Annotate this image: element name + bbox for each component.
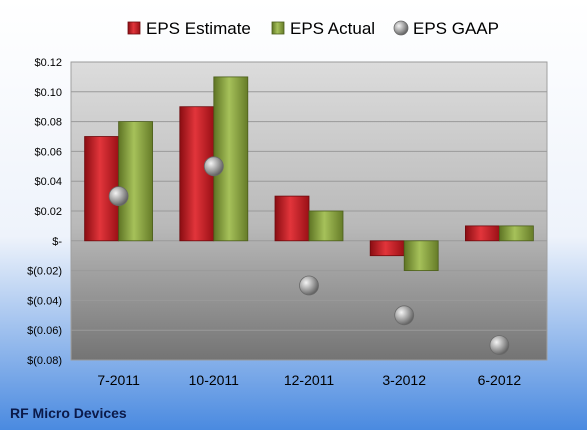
y-tick-label: $0.12 [34, 57, 62, 69]
x-category-label: 3-2012 [382, 372, 426, 388]
eps-actual-bar [403, 240, 439, 272]
company-name: RF Micro Devices [10, 405, 127, 421]
y-tick-label: $0.04 [34, 176, 62, 188]
y-tick-label: $(0.04) [27, 295, 62, 307]
y-tick-label: $(0.08) [27, 355, 62, 367]
y-tick-label: $0.06 [34, 146, 62, 158]
eps-gaap-marker [299, 275, 319, 296]
x-category-label: 12-2011 [284, 372, 335, 388]
eps-actual-bar [498, 225, 534, 242]
legend-label: EPS GAAP [413, 19, 499, 38]
legend-swatch-actual [271, 21, 285, 35]
eps-estimate-bar [369, 240, 405, 257]
y-axis-tick-labels: $0.12 $0.10 $0.08 $0.06 $0.04 $0.02 $- $(0.02) $… [27, 57, 62, 367]
x-category-label: 6-2012 [478, 372, 522, 388]
y-tick-label: $0.08 [34, 117, 62, 129]
legend: EPS Estimate EPS Actual EPS GAAP [127, 19, 499, 38]
y-tick-label: $- [52, 236, 62, 248]
x-category-label: 7-2011 [97, 372, 140, 388]
y-tick-label: $0.02 [34, 206, 62, 218]
y-tick-label: $0.10 [34, 87, 62, 99]
eps-estimate-bar [274, 195, 310, 242]
eps-gaap-marker [203, 156, 224, 177]
eps-gaap-marker [489, 335, 510, 356]
y-tick-label: $(0.06) [27, 325, 62, 337]
gaap-markers [108, 156, 510, 356]
eps-gaap-marker [394, 305, 415, 326]
legend-label: EPS Actual [290, 19, 375, 38]
y-tick-label: $(0.02) [27, 266, 62, 278]
x-axis-category-labels: 7-2011 10-2011 12-2011 3-2012 6-2012 [97, 372, 521, 388]
legend-label: EPS Estimate [146, 19, 251, 38]
eps-gaap-marker [108, 186, 129, 207]
eps-actual-bar [118, 121, 153, 242]
eps-estimate-bar [464, 225, 500, 242]
eps-actual-bar [308, 210, 344, 242]
legend-swatch-estimate [127, 21, 141, 35]
legend-swatch-gaap [393, 20, 409, 36]
x-category-label: 10-2011 [189, 372, 240, 388]
